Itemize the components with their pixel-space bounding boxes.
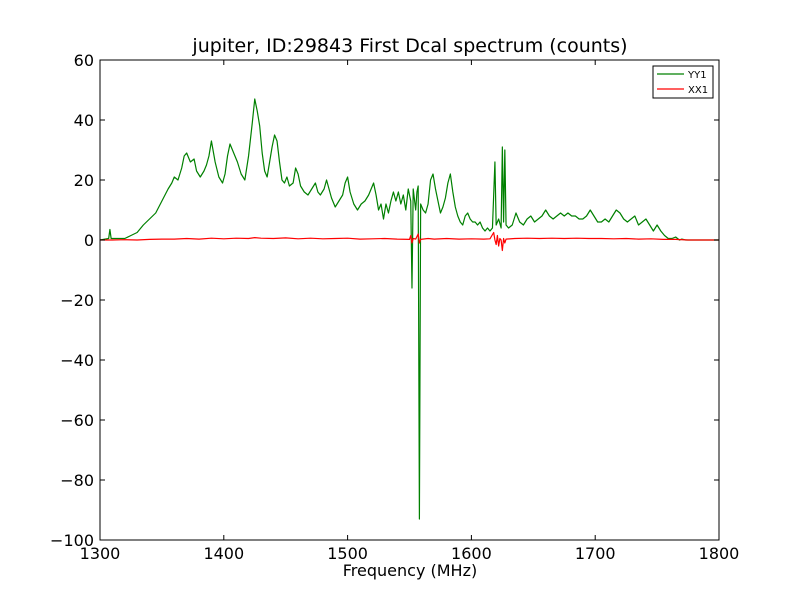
x-axis: 1300 1400 1500 1600 1700 1800 bbox=[80, 60, 740, 563]
y-tick-label: −80 bbox=[60, 471, 94, 490]
x-tick-label: 1800 bbox=[699, 544, 740, 563]
x-tick-label: 1600 bbox=[451, 544, 492, 563]
x-tick-label: 1400 bbox=[203, 544, 244, 563]
x-tick-label: 1500 bbox=[327, 544, 368, 563]
legend-label-yy1: YY1 bbox=[687, 70, 707, 81]
y-tick-label: −60 bbox=[60, 411, 94, 430]
y-tick-label: −20 bbox=[60, 291, 94, 310]
y-tick-label: 20 bbox=[74, 171, 94, 190]
x-tick-label: 1300 bbox=[80, 544, 121, 563]
y-tick-label: −40 bbox=[60, 351, 94, 370]
y-tick-label: 0 bbox=[84, 231, 94, 250]
x-axis-label: Frequency (MHz) bbox=[343, 561, 477, 580]
plot-area bbox=[100, 60, 719, 540]
series-line-xx1 bbox=[100, 231, 719, 252]
legend: YY1 XX1 bbox=[652, 65, 714, 99]
legend-label-xx1: XX1 bbox=[688, 85, 708, 96]
y-tick-label: 40 bbox=[74, 111, 94, 130]
y-tick-label: 60 bbox=[74, 51, 94, 70]
x-tick-label: 1700 bbox=[575, 544, 616, 563]
chart-title: jupiter, ID:29843 First Dcal spectrum (c… bbox=[191, 35, 627, 57]
series-layer bbox=[99, 98, 719, 520]
y-tick-label: −100 bbox=[50, 531, 94, 550]
series-line-yy1 bbox=[99, 98, 719, 520]
legend-box bbox=[652, 65, 714, 99]
y-axis: −100 −80 −60 −40 −20 0 20 40 60 bbox=[50, 51, 719, 550]
